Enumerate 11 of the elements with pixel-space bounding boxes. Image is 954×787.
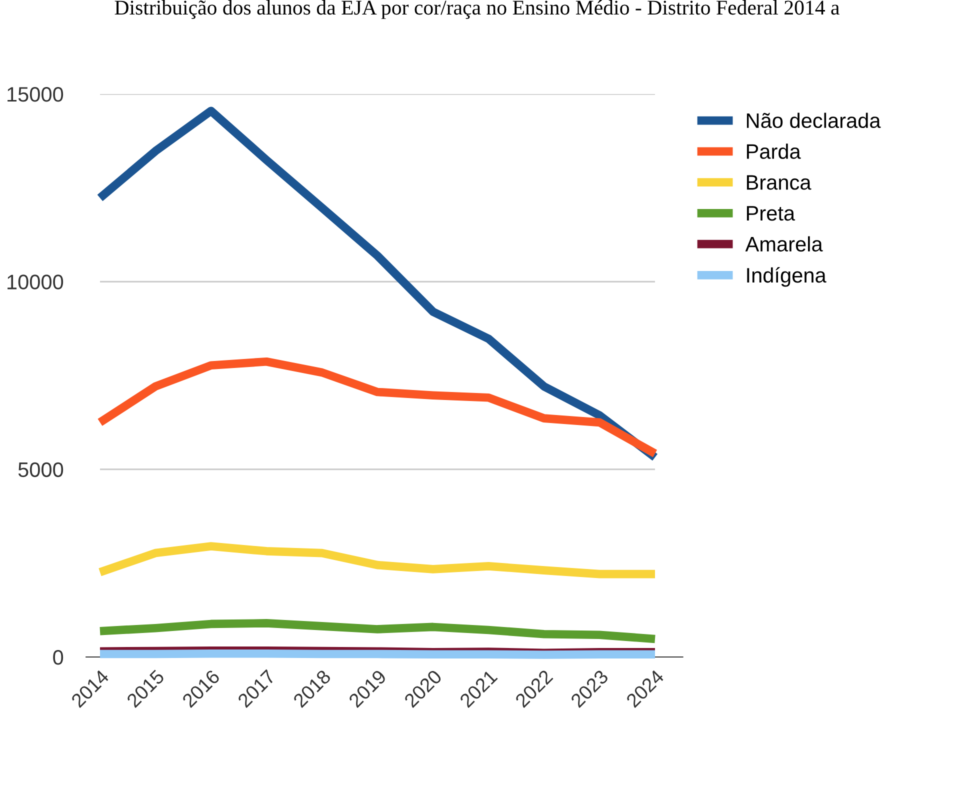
legend-label: Parda bbox=[746, 144, 801, 159]
legend-label: Branca bbox=[746, 175, 812, 190]
y-tick-label: 0 bbox=[53, 650, 64, 665]
legend-label: Indígena bbox=[747, 267, 826, 287]
chart-title: Distribuição dos alunos da EJA por cor/raça no Ensino Médio - Distrito Federal 2014 a bbox=[114, 0, 840, 19]
legend-label: Não declarada bbox=[746, 112, 881, 128]
y-tick-label: 10000 bbox=[8, 274, 64, 290]
legend-label: Amarela bbox=[745, 236, 823, 252]
y-tick-label: 15000 bbox=[8, 87, 64, 102]
legend-label: Preta bbox=[746, 206, 796, 221]
y-tick-label: 5000 bbox=[18, 462, 64, 478]
